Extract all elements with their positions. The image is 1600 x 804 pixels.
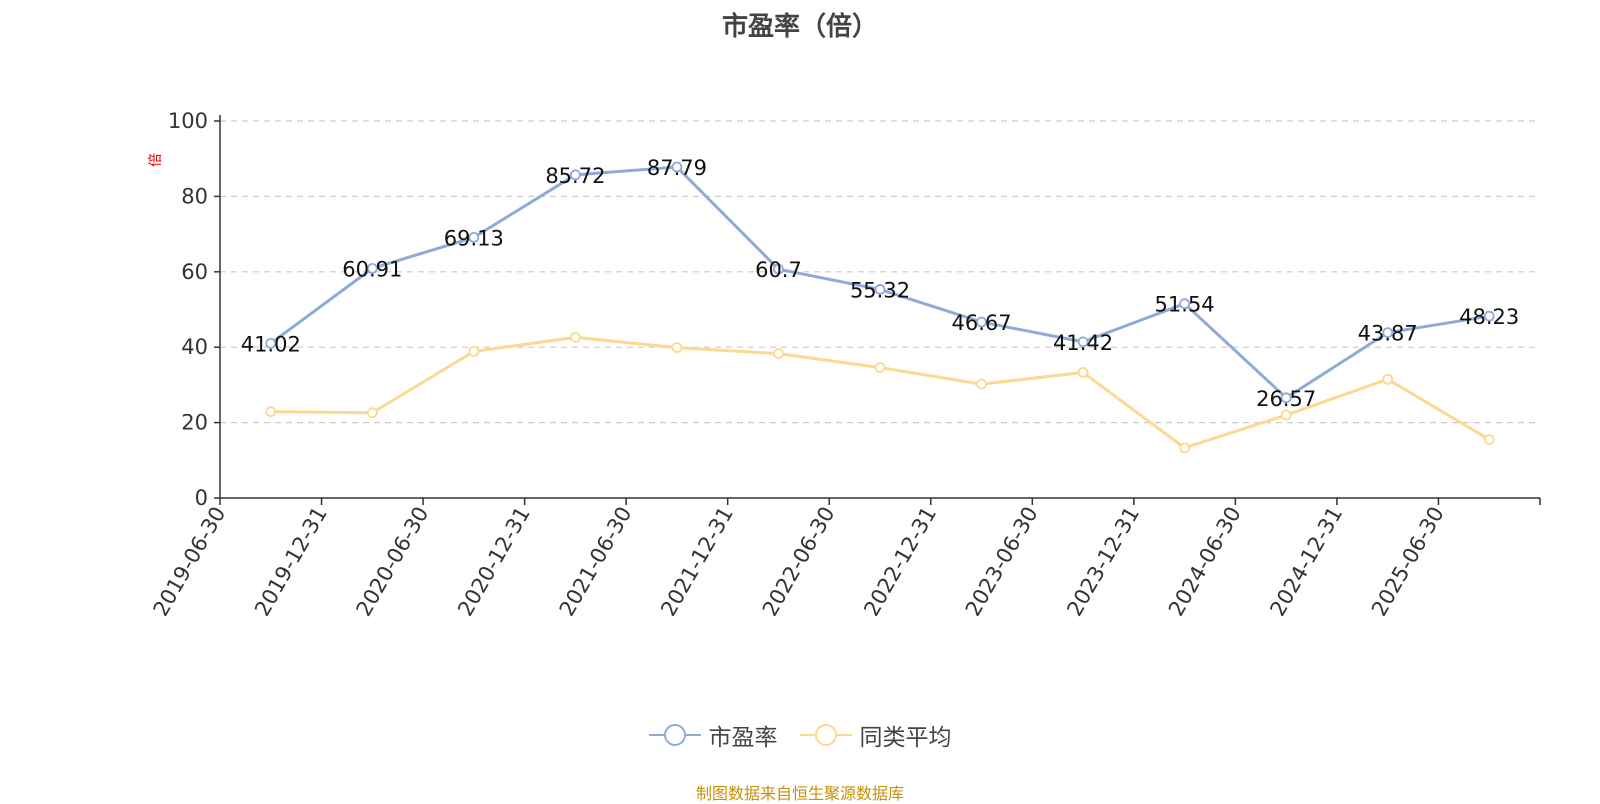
series-0-point-0 [265, 337, 277, 349]
x-tick-label-2024-06-30: 2024-06-30 [1164, 503, 1246, 621]
data-label-5: 60.7 [755, 258, 802, 282]
legend-item-avg[interactable]: 同类平均 [799, 718, 952, 752]
y-tick-label-60: 60 [181, 260, 208, 284]
data-label-4: 87.79 [647, 156, 707, 180]
series-0-point-2 [468, 231, 480, 243]
series-0-point-4 [671, 161, 683, 173]
y-axis-label: 倍 [148, 153, 164, 167]
x-tick-label-2019-06-30: 2019-06-30 [149, 503, 231, 621]
x-tick-label-2019-12-31: 2019-12-31 [250, 503, 332, 621]
data-label-11: 43.87 [1358, 322, 1418, 346]
series-0-point-6 [874, 284, 886, 295]
data-label-6: 55.32 [850, 278, 910, 302]
x-tick-label-2020-12-31: 2020-12-31 [453, 503, 535, 621]
legend-label-pe: 市盈率 [708, 725, 778, 751]
y-tick-label-100: 100 [168, 109, 208, 133]
legend-item-pe[interactable]: 市盈率 [648, 718, 778, 752]
series-0-point-3 [569, 169, 581, 181]
series-layer [265, 161, 1495, 454]
axis-layer: 0 20 40 60 80 100 2019-06-30 2019-12-31 2020-06-… [149, 109, 1541, 621]
grid-layer [220, 120, 1540, 424]
series-1-point-4 [671, 342, 683, 353]
series-0-point-7 [976, 316, 987, 328]
x-tick-label-2021-12-31: 2021-12-31 [656, 503, 738, 621]
series-0-point-9 [1179, 298, 1191, 310]
series-0-point-1 [366, 262, 378, 274]
data-label-12: 48.23 [1459, 305, 1519, 329]
legend-label-avg: 同类平均 [859, 725, 952, 751]
x-tick-label-2020-06-30: 2020-06-30 [352, 502, 434, 620]
x-tick-label-2023-06-30: 2023-06-30 [961, 503, 1043, 621]
data-label-10: 26.57 [1256, 387, 1316, 411]
y-tick-label-20: 20 [181, 411, 208, 435]
series-1-point-0 [265, 406, 277, 418]
data-label-0: 41.02 [241, 332, 301, 356]
series-1-point-7 [976, 378, 987, 390]
series-0-point-5 [773, 263, 784, 275]
series-1-point-8 [1077, 367, 1089, 378]
series-1-point-12 [1483, 434, 1495, 445]
data-label-3: 85.72 [545, 164, 605, 188]
x-tick-label-2023-12-31: 2023-12-31 [1062, 503, 1144, 621]
y-tick-label-0: 0 [195, 486, 208, 510]
series-1-point-9 [1179, 442, 1191, 454]
data-label-layer: 41.02 60.91 69.13 85.72 87.79 60.7 55.32 46.67 4… [241, 156, 1520, 411]
series-0-point-8 [1077, 336, 1089, 348]
x-tick-label-2024-12-31: 2024-12-31 [1265, 503, 1347, 621]
legend-swatch-pe [648, 724, 701, 746]
series-1-point-11 [1382, 373, 1394, 385]
series-0-point-12 [1483, 310, 1495, 322]
x-tick-label-2022-12-31: 2022-12-31 [859, 503, 941, 621]
x-tick-label-2022-06-30: 2022-06-30 [758, 503, 840, 621]
series-1-point-5 [773, 348, 784, 360]
data-label-8: 41.42 [1053, 331, 1113, 355]
x-tick-label-2021-06-30: 2021-06-30 [555, 503, 637, 621]
y-tick-label-40: 40 [181, 335, 208, 359]
data-label-7: 46.67 [951, 311, 1011, 335]
series-0-point-10 [1280, 392, 1292, 404]
series-1-point-2 [468, 345, 480, 357]
line-chart: 0 20 40 60 80 100 2019-06-30 2019-12-31 2020-06-… [148, 109, 1541, 621]
data-label-2: 69.13 [444, 226, 504, 250]
data-label-9: 51.54 [1155, 293, 1215, 317]
legend-swatch-avg [799, 724, 852, 746]
series-1-point-6 [874, 362, 886, 373]
x-tick-label-2025-06-30: 2025-06-30 [1367, 503, 1449, 621]
y-tick-label-80: 80 [181, 184, 208, 208]
series-1-point-1 [366, 407, 378, 419]
source-note: 制图数据来自恒生聚源数据库 [695, 784, 904, 803]
chart-title: 市盈率（倍） [721, 12, 878, 42]
legend: 市盈率 同类平均 [0, 718, 1600, 752]
series-1-point-10 [1280, 409, 1292, 421]
series-0-point-11 [1382, 327, 1394, 339]
series-1-point-3 [569, 331, 581, 343]
data-label-1: 60.91 [342, 257, 402, 281]
